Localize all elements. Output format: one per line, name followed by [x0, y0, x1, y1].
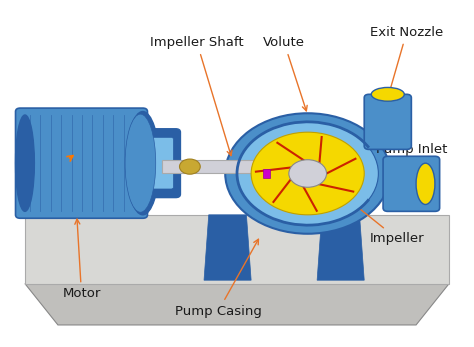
Text: Volute: Volute [263, 36, 307, 111]
Ellipse shape [126, 111, 159, 215]
Text: Exit Nozzle: Exit Nozzle [370, 26, 443, 94]
Circle shape [225, 113, 390, 234]
Text: Impeller Shaft: Impeller Shaft [150, 36, 244, 155]
FancyBboxPatch shape [133, 129, 181, 197]
Circle shape [180, 159, 200, 174]
Ellipse shape [125, 114, 156, 212]
Ellipse shape [371, 87, 404, 101]
Polygon shape [25, 283, 449, 325]
Circle shape [237, 122, 378, 225]
Text: Motor: Motor [62, 219, 100, 301]
Bar [263, 169, 271, 178]
FancyBboxPatch shape [16, 108, 147, 218]
Text: Pump Casing: Pump Casing [175, 239, 262, 318]
Ellipse shape [16, 115, 35, 211]
Bar [162, 160, 265, 174]
Polygon shape [204, 215, 251, 280]
FancyBboxPatch shape [364, 94, 411, 150]
Text: Impeller: Impeller [354, 204, 425, 245]
Text: Pump Inlet: Pump Inlet [376, 143, 447, 169]
Ellipse shape [416, 163, 435, 204]
Wedge shape [251, 132, 364, 215]
Polygon shape [317, 215, 364, 280]
FancyBboxPatch shape [383, 156, 439, 211]
Circle shape [289, 160, 327, 187]
FancyBboxPatch shape [140, 137, 173, 189]
Polygon shape [25, 215, 449, 283]
